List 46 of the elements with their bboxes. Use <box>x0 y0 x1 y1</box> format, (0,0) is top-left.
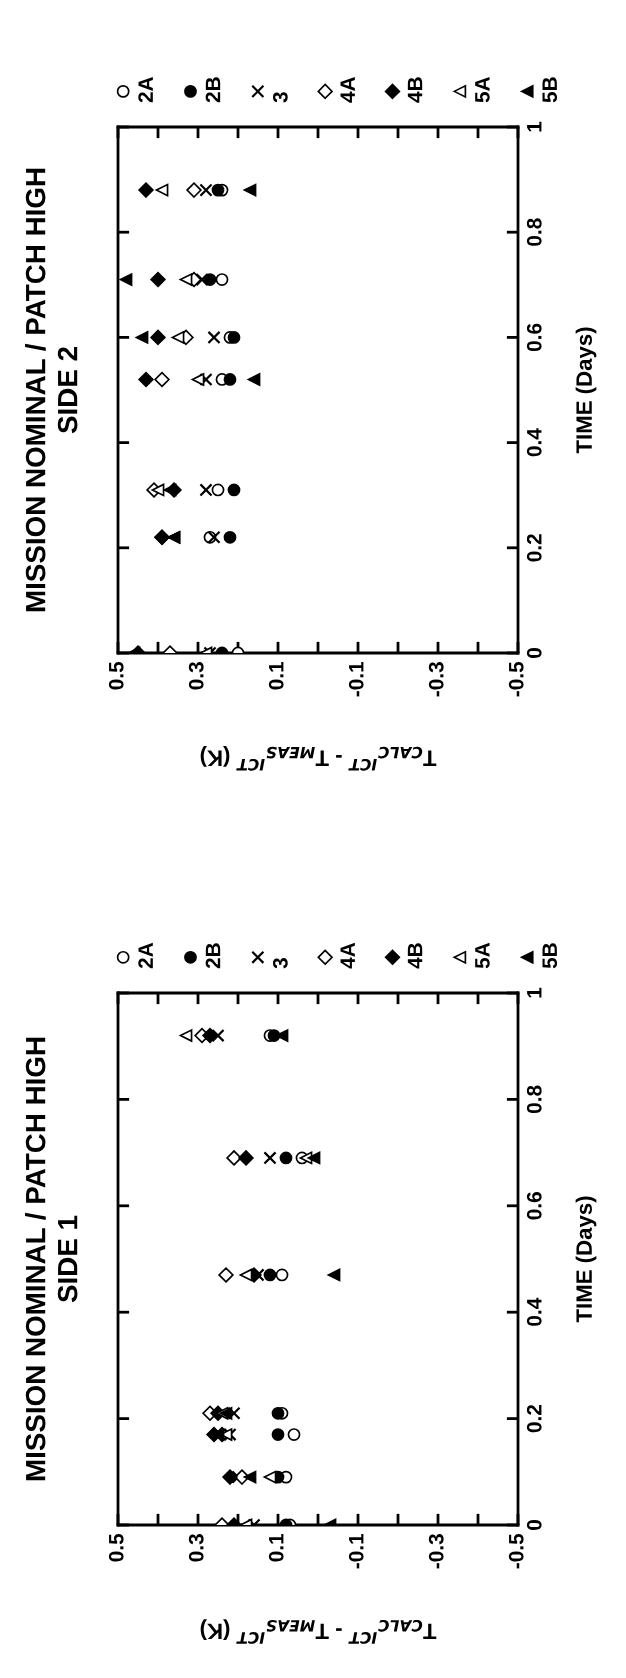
x-tick-label: -0.5 <box>508 1533 524 1569</box>
text: SIDE 1 <box>57 1215 78 1303</box>
legend-label: 3 <box>272 958 288 969</box>
x-axis-title: T$_{CALC}$$^{ICT}$ - T$_{MEAS}$$^{ICT}$ (K) <box>200 745 437 771</box>
x-tick-label: 0.1 <box>268 1533 284 1562</box>
y-tick-label: 0.2 <box>526 1404 542 1433</box>
x-tick-label: -0.1 <box>348 661 364 697</box>
legend-label: 2A <box>138 942 153 969</box>
legend-label: 4B <box>407 77 423 103</box>
x-tick-label: 0.5 <box>108 1533 124 1562</box>
y-axis-title: TIME (Days) <box>575 1196 597 1323</box>
legend-label: 4B <box>407 943 423 969</box>
x-tick-label: -0.5 <box>508 661 524 697</box>
legend-label: 2B <box>205 943 221 969</box>
text: MISSION NOMINAL / PATCH HIGH <box>25 168 46 612</box>
legend-label: 5B <box>542 943 558 969</box>
y-tick-label: 0.6 <box>526 1192 542 1220</box>
y-tick-label: 0.2 <box>526 534 542 562</box>
legend-label: 4A <box>340 942 355 969</box>
y-tick-label: 0.8 <box>526 1085 542 1114</box>
y-tick-label: 0.8 <box>526 218 542 246</box>
text: SIDE 2 <box>57 347 78 434</box>
legend-label: 2A <box>138 76 153 103</box>
y-tick-label: 0.4 <box>526 1297 542 1326</box>
x-tick-label: 0.3 <box>188 662 204 690</box>
x-tick-label: -0.3 <box>428 662 444 697</box>
y-tick-label: 0 <box>526 1520 542 1530</box>
y-tick-label: 1 <box>527 987 542 998</box>
y-axis-title: TIME (Days) <box>575 327 597 454</box>
legend-label: 5A <box>475 76 490 103</box>
x-axis-title: T$_{CALC}$$^{ICT}$ - T$_{MEAS}$$^{ICT}$ (K) <box>200 1619 437 1644</box>
legend-label: 2B <box>205 77 221 103</box>
text: MISSION NOMINAL / PATCH HIGH <box>25 1037 46 1481</box>
legend-label: 5A <box>475 942 490 969</box>
x-tick-label: 0.3 <box>188 1534 204 1562</box>
x-tick-label: -0.3 <box>428 1534 444 1569</box>
legend-label: 3 <box>272 92 288 103</box>
legend-label: 4A <box>340 76 355 103</box>
y-tick-label: 0.4 <box>526 428 542 457</box>
legend-label: 5B <box>542 77 558 103</box>
y-tick-label: 0 <box>526 648 542 658</box>
x-tick-label: -0.1 <box>348 1533 364 1569</box>
x-tick-label: 0.1 <box>268 661 284 690</box>
y-tick-label: 0.6 <box>526 323 542 352</box>
x-tick-label: 0.5 <box>108 661 124 690</box>
y-tick-label: 1 <box>527 121 542 132</box>
